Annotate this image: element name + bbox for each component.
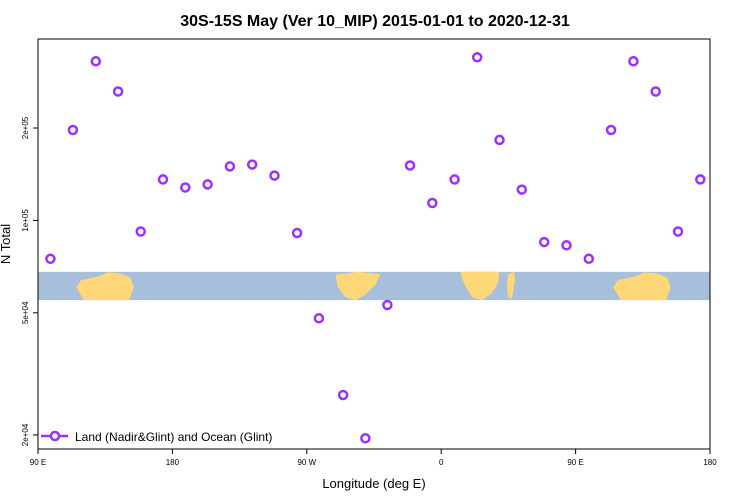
y-axis: 2e+04 5e+04 1e+05 2e+05 [21, 116, 38, 446]
legend-marker-icon [49, 430, 61, 442]
data-point [427, 197, 438, 209]
x-tick-label: 180 [703, 458, 717, 467]
x-tick-label: 90 E [30, 458, 46, 467]
data-point [291, 227, 303, 239]
background-map-band [38, 271, 710, 301]
data-point [561, 240, 572, 251]
x-axis-label: Longitude (deg E) [322, 476, 425, 491]
y-tick-label: 5e+04 [21, 301, 30, 324]
land-africa [460, 271, 500, 301]
data-point [45, 253, 56, 265]
data-point [202, 179, 213, 190]
data-point [157, 174, 169, 185]
data-point [695, 174, 706, 185]
data-point [605, 124, 617, 136]
y-tick-label: 2e+05 [21, 116, 30, 139]
legend-label: Land (Nadir&Glint) and Ocean (Glint) [75, 430, 272, 444]
data-point [382, 299, 393, 311]
data-points [45, 52, 706, 444]
data-point [471, 52, 483, 63]
land-australia-east [613, 272, 671, 301]
land-madagascar [507, 271, 515, 299]
data-point [494, 134, 505, 146]
y-axis-label: N Total [0, 224, 13, 264]
data-point [583, 253, 595, 265]
data-point [180, 182, 191, 193]
data-point [360, 433, 371, 444]
y-tick-label: 1e+05 [21, 209, 30, 232]
data-point [112, 86, 124, 97]
data-point [449, 174, 460, 185]
legend: Land (Nadir&Glint) and Ocean (Glint) [41, 430, 272, 444]
x-axis: 90 E 180 90 W 0 90 E 180 [30, 449, 717, 467]
chart-title: 30S-15S May (Ver 10_MIP) 2015-01-01 to 2… [180, 13, 570, 30]
data-point [90, 56, 102, 67]
data-point [337, 389, 349, 401]
x-tick-label: 180 [166, 458, 180, 467]
data-point [650, 86, 661, 97]
x-tick-label: 90 W [297, 458, 316, 467]
y-tick-label: 2e+04 [21, 423, 30, 446]
data-point [672, 226, 684, 237]
data-point [67, 124, 79, 136]
data-point [269, 170, 280, 181]
data-point [224, 161, 236, 172]
data-point [313, 313, 325, 324]
data-point [246, 159, 258, 170]
x-tick-label: 90 E [567, 458, 583, 467]
plot-frame [37, 38, 711, 450]
land-australia [76, 272, 134, 301]
data-point [628, 56, 639, 67]
data-point [135, 226, 146, 237]
data-point [516, 184, 528, 195]
data-point [538, 236, 550, 248]
x-tick-label: 0 [439, 458, 444, 467]
data-point [404, 160, 416, 171]
land-south-america [335, 271, 381, 301]
